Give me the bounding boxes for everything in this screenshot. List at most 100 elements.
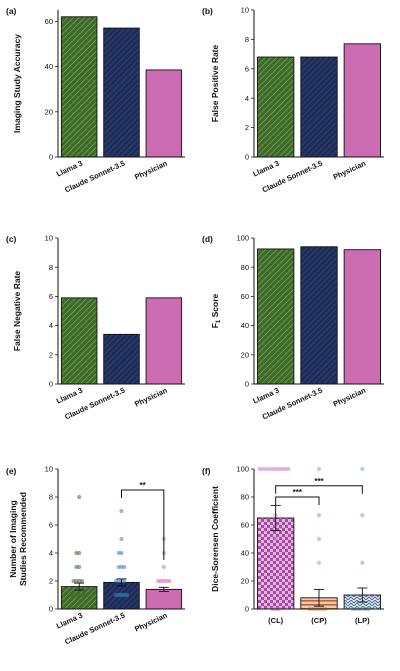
y-tick-label: 60 (241, 292, 249, 301)
bar-1 (300, 56, 338, 158)
y-tick-label: 20 (241, 577, 249, 586)
panel-f: (f) Dice-Sorensen Coefficient 0 20 40 60 80 100… (202, 465, 384, 625)
panel-label: (a) (6, 6, 17, 16)
y-axis-label: False Negative Rate (12, 271, 22, 352)
bar-0 (257, 56, 295, 158)
data-point (74, 550, 79, 556)
data-point (68, 592, 73, 598)
data-point (153, 592, 158, 598)
data-point (273, 466, 278, 472)
data-point (119, 536, 124, 542)
panel-label: (d) (202, 234, 213, 244)
data-point (122, 564, 127, 570)
y-tick-label: 10 (241, 6, 249, 15)
y-tick-label: 6 (245, 64, 249, 73)
y-axis-label: Imaging Study Accuracy (12, 34, 22, 133)
y-tick-label: 20 (45, 107, 53, 116)
y-axis-label-line2: Studies Recommended (18, 492, 28, 586)
category-label: (CL) (268, 616, 283, 625)
category-label: (LP) (355, 616, 370, 625)
category-label: Physician (133, 158, 169, 181)
y-axis-label: Dice-Sorensen Coefficient (210, 486, 220, 592)
y-tick-label: 80 (241, 263, 249, 272)
y-tick-label: 20 (241, 350, 249, 359)
y-tick-label: 80 (241, 493, 249, 502)
significance-bracket (275, 485, 363, 494)
data-point (125, 592, 130, 598)
bar-0 (60, 297, 98, 385)
y-tick-label: 8 (49, 263, 53, 272)
y-axis-label: Number of Imaging (8, 500, 18, 577)
y-tick-label: 40 (45, 62, 53, 71)
data-point (270, 466, 275, 472)
data-point (79, 578, 85, 584)
data-point (316, 513, 322, 518)
y-tick-label: 8 (49, 493, 53, 502)
category-label: Llama 3 (55, 159, 84, 179)
significance-bracket (275, 496, 320, 505)
data-point (122, 578, 127, 584)
y-tick-label: 0 (245, 153, 249, 162)
data-point (276, 466, 281, 472)
category-label: Llama 3 (55, 386, 84, 406)
category-label: (CP) (311, 616, 327, 625)
category-label: Physician (332, 385, 368, 408)
data-point (257, 466, 262, 472)
panel-label: (e) (6, 466, 17, 476)
y-axis-label: F1 Score (210, 293, 222, 328)
data-point (161, 564, 166, 570)
panel-label: (c) (6, 234, 17, 244)
y-tick-label: 0 (245, 380, 249, 389)
y-tick-label: 8 (245, 35, 249, 44)
data-point (82, 592, 87, 598)
data-point (116, 564, 121, 570)
significance-bracket (121, 489, 165, 560)
y-axis-label-rest: Score (210, 293, 220, 319)
y-axis-label: False Positive Rate (210, 44, 220, 122)
y-tick-label: 2 (245, 123, 249, 132)
data-point (156, 578, 161, 584)
bar-2 (343, 249, 381, 385)
y-axis-label-main: F (210, 323, 220, 328)
significance-label: *** (293, 488, 303, 497)
data-point (316, 536, 322, 542)
data-point (263, 466, 269, 472)
data-point (273, 536, 278, 542)
data-point (316, 560, 322, 565)
data-point (167, 578, 172, 584)
bar-0 (257, 248, 295, 385)
data-point (286, 466, 291, 472)
data-point (283, 466, 288, 472)
data-point (360, 560, 365, 565)
y-tick-label: 4 (245, 94, 249, 103)
data-point (71, 578, 76, 584)
bar-1 (103, 27, 140, 158)
data-point (260, 466, 265, 472)
bar-2 (343, 43, 381, 158)
data-point (316, 466, 322, 472)
data-point (119, 508, 124, 514)
y-tick-label: 10 (45, 465, 53, 474)
category-label: Llama 3 (251, 386, 280, 406)
data-point (77, 494, 82, 500)
bar-0 (257, 517, 295, 610)
y-tick-label: 60 (45, 17, 53, 26)
y-tick-label: 0 (49, 605, 53, 614)
data-point (267, 466, 272, 472)
significance-label: *** (314, 477, 324, 486)
panel-label: (f) (202, 466, 211, 476)
y-tick-label: 4 (49, 321, 53, 330)
significance-label: ** (140, 481, 147, 490)
y-tick-label: 10 (45, 234, 53, 243)
y-tick-label: 0 (245, 605, 249, 614)
y-tick-label: 40 (241, 549, 249, 558)
y-tick-label: 2 (49, 577, 53, 586)
y-tick-label: 60 (241, 521, 249, 530)
y-tick-label: 0 (49, 153, 53, 162)
y-tick-label: 2 (49, 350, 53, 359)
category-label: Physician (332, 158, 368, 181)
data-point (74, 564, 79, 570)
bar-2 (145, 69, 183, 158)
